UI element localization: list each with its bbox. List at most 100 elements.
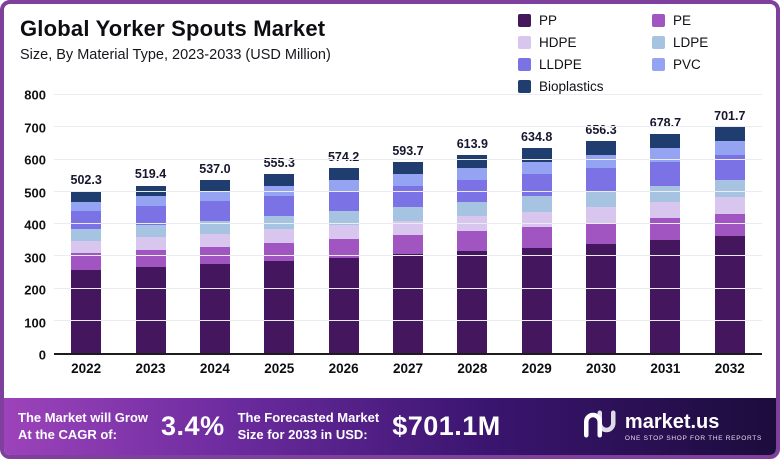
bar-group: 502.3 — [54, 95, 118, 353]
y-axis: 0 100 200 300 400 500 600 700 800 — [14, 88, 54, 363]
bar-group: 678.7 — [633, 95, 697, 353]
bar-segment-bioplastics — [328, 167, 359, 180]
bar-stack — [392, 161, 423, 353]
page-title: Global Yorker Spouts Market — [20, 16, 326, 41]
bar-segment-lldpe — [135, 206, 166, 225]
bar-segment-hdpe — [586, 207, 617, 223]
gridline — [54, 158, 762, 160]
bar-segment-hdpe — [135, 237, 166, 251]
gridline — [54, 319, 762, 321]
bar-segment-pp — [650, 240, 681, 353]
bar-segment-pe — [650, 218, 681, 241]
y-tick-label: 600 — [24, 152, 46, 168]
x-tick-label: 2024 — [199, 361, 230, 376]
legend-swatch — [518, 36, 531, 49]
y-tick-label: 200 — [24, 282, 46, 298]
marketus-logo-icon — [581, 409, 617, 444]
bar-segment-lldpe — [586, 167, 617, 192]
chart-legend: PP HDPE LLDPE Bioplastics PE LDPE PVC — [518, 13, 762, 94]
bar-segment-bioplastics — [586, 141, 617, 156]
y-tick-label: 400 — [24, 217, 46, 233]
gridline — [54, 223, 762, 224]
bar-segment-pp — [392, 254, 423, 353]
legend-label: HDPE — [539, 35, 577, 50]
gridline — [54, 287, 762, 289]
x-tick-label: 2029 — [521, 361, 552, 376]
bar-segment-pp — [199, 263, 230, 353]
bar-segment-hdpe — [521, 211, 552, 228]
bar-segment-pe — [71, 253, 102, 270]
legend-label: PE — [673, 13, 692, 28]
bar-segment-pvc — [521, 161, 552, 174]
legend-label: LLDPE — [539, 57, 582, 72]
bar-segment-ldpe — [586, 191, 617, 207]
bar-group: 593.7 — [376, 95, 440, 353]
bar-total-label: 634.8 — [521, 130, 553, 145]
bar-segment-bioplastics — [392, 161, 423, 175]
bar-group: 656.3 — [569, 95, 633, 353]
bar-segment-pp — [521, 247, 552, 353]
gridline — [54, 126, 762, 128]
x-tick-label: 2028 — [457, 361, 488, 376]
bar-segment-pp — [264, 260, 295, 353]
x-tick-label: 2025 — [264, 361, 295, 376]
bar-segment-bioplastics — [714, 126, 745, 142]
brand-tagline: ONE STOP SHOP FOR THE REPORTS — [624, 434, 762, 442]
bar-segment-hdpe — [199, 233, 230, 247]
bar-group: 574.2 — [311, 95, 375, 353]
plot-area: 502.3 519.4 537.0 555.3 574.2 593.7 613.9 634.8… — [54, 94, 762, 355]
bar-segment-ldpe — [457, 201, 488, 217]
bar-segment-bioplastics — [457, 155, 488, 168]
y-tick-label: 800 — [24, 87, 46, 103]
bar-total-label: 593.7 — [392, 143, 424, 158]
bar-segment-pp — [586, 244, 617, 353]
bar-segment-pe — [392, 235, 423, 255]
bar-segment-lldpe — [71, 211, 102, 230]
bar-stack — [264, 174, 295, 353]
bar-stack — [199, 179, 230, 353]
bar-group: 701.7 — [698, 95, 762, 353]
cagr-label: The Market will Grow At the CAGR of: — [18, 409, 149, 442]
bar-segment-bioplastics — [264, 174, 295, 186]
legend-item-hdpe: HDPE — [518, 35, 638, 50]
gridline — [54, 255, 762, 257]
bar-segment-ldpe — [714, 179, 745, 197]
legend-label: Bioplastics — [539, 79, 604, 94]
bar-segment-pp — [457, 251, 488, 353]
bar-group: 613.9 — [440, 95, 504, 353]
bar-total-label: 574.2 — [327, 149, 360, 164]
bar-segment-pe — [264, 242, 295, 261]
bar-segment-lldpe — [264, 196, 295, 217]
legend-item-lldpe: LLDPE — [518, 57, 638, 72]
bar-segment-hdpe — [264, 229, 295, 243]
bar-segment-lldpe — [457, 179, 488, 202]
forecast-label: The Forecasted Market Size for 2033 in U… — [237, 409, 380, 442]
x-tick-label: 2026 — [328, 361, 359, 376]
bar-segment-hdpe — [328, 225, 359, 240]
bar-segment-pvc — [650, 148, 681, 162]
legend-swatch — [652, 14, 665, 27]
legend-label: PVC — [673, 57, 701, 72]
bar-group: 555.3 — [247, 95, 311, 353]
bar-segment-pvc — [328, 179, 359, 191]
bar-stack — [457, 155, 488, 353]
legend-swatch — [518, 14, 531, 27]
bar-segment-bioplastics — [71, 191, 102, 202]
bar-segment-hdpe — [392, 220, 423, 236]
bar-segment-pvc — [71, 201, 102, 212]
bar-segment-pvc — [199, 191, 230, 202]
bar-segment-pp — [135, 266, 166, 353]
legend-column-1: PP HDPE LLDPE Bioplastics — [518, 13, 638, 94]
chart-area: 0 100 200 300 400 500 600 700 800 502.3 519.4 537.… — [14, 88, 762, 363]
bar-total-label: 701.7 — [714, 108, 746, 123]
y-tick-label: 300 — [24, 250, 46, 265]
bar-segment-pe — [457, 231, 488, 252]
bar-stack — [135, 185, 166, 353]
bar-segment-ldpe — [264, 216, 295, 230]
bar-segment-hdpe — [650, 202, 681, 219]
chart-subtitle: Size, By Material Type, 2023-2033 (USD M… — [20, 47, 331, 63]
bar-segment-pvc — [586, 155, 617, 168]
bar-segment-pe — [199, 246, 230, 264]
bar-total-label: 537.0 — [199, 161, 231, 176]
bar-segment-lldpe — [521, 173, 552, 197]
